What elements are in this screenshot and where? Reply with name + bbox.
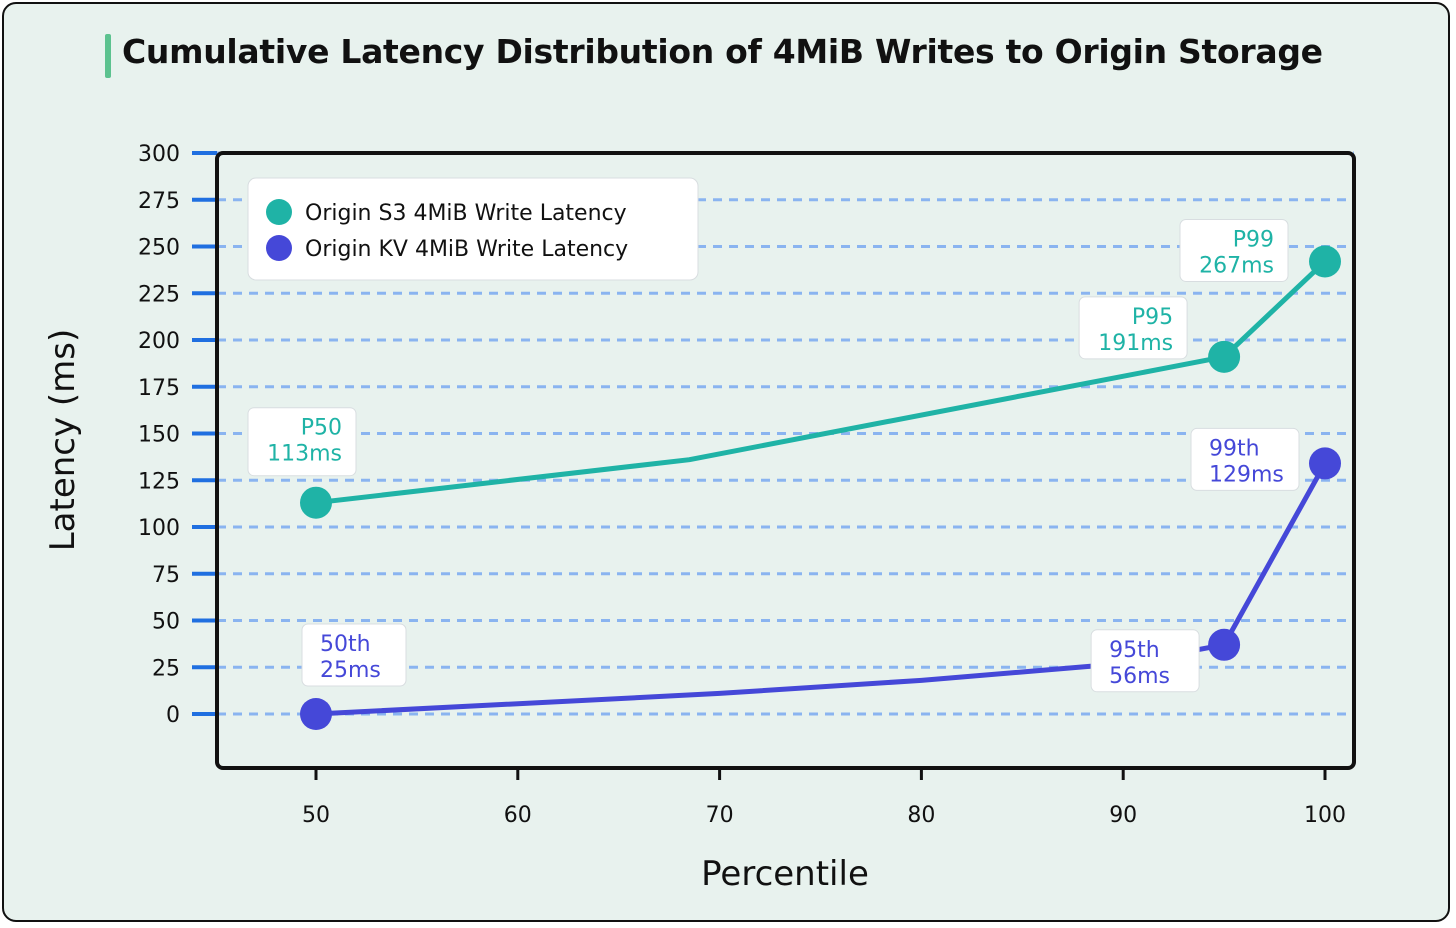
data-label: 267ms [1199, 253, 1274, 278]
series-line-kv [313, 460, 1328, 717]
legend-swatch [266, 199, 292, 225]
y-tick-label: 0 [166, 703, 180, 728]
chart-title: Cumulative Latency Distribution of 4MiB … [122, 32, 1323, 71]
data-label: 95th [1109, 638, 1160, 663]
data-label-box [247, 407, 357, 477]
legend-swatch [266, 235, 292, 261]
data-point [1208, 628, 1241, 661]
data-point [300, 486, 332, 519]
y-tick-label: 125 [138, 469, 180, 494]
y-tick-label: 275 [138, 189, 180, 214]
data-label: 50th [320, 632, 371, 657]
plot-frame [215, 151, 1356, 770]
title-accent-bar [105, 34, 111, 78]
y-tick-label: 200 [138, 329, 180, 354]
y-tick-label: 75 [152, 563, 180, 588]
data-point [1309, 447, 1341, 480]
data-label: P95 [1132, 305, 1173, 330]
y-tick-label: 100 [138, 516, 180, 541]
y-tick-label: 225 [138, 282, 180, 307]
x-axis-title: Percentile [701, 854, 869, 894]
data-point [300, 698, 332, 730]
y-tick-label: 250 [138, 236, 180, 261]
data-label-box [1179, 218, 1289, 282]
y-tick-label: 150 [138, 423, 180, 448]
series-line-s3 [313, 258, 1328, 506]
data-label: 99th [1209, 436, 1260, 461]
data-point [1208, 340, 1241, 373]
x-tick-label: 80 [907, 803, 935, 828]
x-tick-label: 60 [504, 803, 532, 828]
data-label-box [1078, 296, 1188, 360]
x-tick-label: 70 [706, 803, 734, 828]
data-label: P50 [301, 416, 342, 441]
x-tick-label: 50 [302, 803, 330, 828]
data-label-box [1190, 427, 1300, 491]
data-label: 129ms [1209, 462, 1284, 487]
data-label: 56ms [1109, 664, 1170, 689]
legend-box [247, 177, 699, 281]
y-tick-label: 175 [138, 376, 180, 401]
legend-entry: Origin KV 4MiB Write Latency [305, 237, 628, 262]
data-label: 191ms [1098, 331, 1173, 356]
data-point [1309, 245, 1341, 278]
y-tick-label: 25 [152, 656, 180, 681]
y-tick-label: 300 [138, 142, 180, 167]
y-axis-title: Latency (ms) [43, 329, 83, 552]
data-label: 113ms [267, 442, 342, 467]
x-tick-label: 90 [1109, 803, 1137, 828]
y-tick-label: 50 [152, 610, 180, 635]
data-label: P99 [1233, 227, 1274, 252]
data-label-box [1090, 629, 1200, 693]
data-label-box [301, 623, 407, 687]
x-tick-label: 100 [1304, 803, 1346, 828]
data-label: 25ms [320, 658, 381, 683]
legend-entry: Origin S3 4MiB Write Latency [305, 201, 627, 226]
